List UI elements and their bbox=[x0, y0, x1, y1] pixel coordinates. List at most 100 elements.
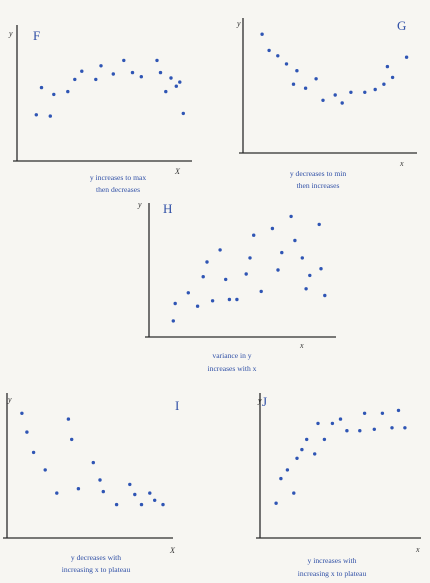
x-axis-label: x bbox=[299, 341, 304, 350]
data-point bbox=[276, 268, 280, 272]
data-point bbox=[73, 77, 77, 82]
data-point bbox=[372, 427, 376, 431]
data-point bbox=[48, 114, 52, 118]
data-point bbox=[101, 489, 106, 494]
caption-line: then increases bbox=[297, 181, 340, 190]
data-point bbox=[276, 54, 280, 58]
data-point bbox=[317, 222, 321, 227]
data-point bbox=[178, 80, 182, 84]
data-point bbox=[267, 48, 271, 53]
data-point bbox=[270, 226, 275, 231]
data-point bbox=[224, 277, 228, 282]
data-point bbox=[321, 98, 325, 103]
data-point bbox=[333, 93, 337, 97]
data-point bbox=[280, 250, 284, 255]
data-point bbox=[31, 450, 36, 455]
data-point bbox=[260, 32, 264, 36]
data-point bbox=[174, 84, 178, 88]
caption-line: y decreases with bbox=[71, 553, 121, 562]
data-point bbox=[227, 297, 232, 302]
panel-label: F bbox=[33, 28, 40, 43]
data-point bbox=[122, 58, 126, 63]
data-point bbox=[289, 214, 293, 219]
x-axis-label: X bbox=[174, 167, 181, 176]
data-point bbox=[340, 101, 344, 105]
data-point bbox=[382, 82, 386, 86]
data-point bbox=[279, 476, 283, 481]
data-point bbox=[390, 426, 394, 430]
data-point bbox=[218, 248, 222, 252]
data-point bbox=[55, 491, 59, 495]
data-point bbox=[201, 275, 205, 279]
x-axis-label: x bbox=[399, 159, 404, 168]
data-point bbox=[98, 478, 102, 482]
panel-label: G bbox=[397, 18, 406, 33]
data-point bbox=[158, 70, 163, 75]
x-axis-label: x bbox=[415, 545, 420, 554]
data-point bbox=[205, 260, 209, 264]
data-point bbox=[396, 408, 401, 413]
data-point bbox=[248, 256, 252, 260]
data-point bbox=[316, 421, 320, 426]
data-point bbox=[295, 69, 299, 73]
y-axis-label: y bbox=[236, 19, 241, 28]
data-point bbox=[39, 85, 44, 90]
data-point bbox=[210, 299, 215, 303]
data-point bbox=[390, 75, 395, 80]
data-point bbox=[235, 297, 239, 302]
data-point bbox=[308, 273, 312, 278]
panel-g: Gy x y decreases to min then increases bbox=[236, 18, 417, 190]
data-point bbox=[385, 64, 390, 69]
data-point bbox=[94, 77, 98, 82]
y-axis-label: y bbox=[137, 200, 142, 209]
x-axis-label: X bbox=[169, 546, 176, 555]
data-point bbox=[403, 426, 407, 430]
data-point bbox=[292, 491, 296, 495]
data-point bbox=[291, 82, 296, 86]
data-point bbox=[349, 90, 353, 95]
data-point bbox=[313, 452, 317, 456]
data-point bbox=[43, 468, 47, 472]
data-point bbox=[128, 482, 132, 487]
y-axis-label: y bbox=[257, 396, 262, 405]
data-point bbox=[362, 411, 367, 415]
data-point bbox=[303, 86, 308, 90]
data-point bbox=[322, 437, 327, 442]
data-point bbox=[80, 69, 84, 73]
data-point bbox=[153, 498, 157, 502]
data-point bbox=[161, 502, 165, 507]
data-point bbox=[66, 89, 70, 94]
data-point bbox=[139, 75, 143, 79]
data-point bbox=[139, 502, 144, 507]
panel-j: Jy x y increases with increasing x to plate… bbox=[256, 393, 421, 578]
data-point bbox=[252, 233, 256, 237]
panel-label: I bbox=[175, 398, 179, 413]
data-point bbox=[181, 111, 185, 116]
data-point bbox=[380, 411, 385, 415]
data-point bbox=[404, 55, 409, 59]
caption-line: variance in y bbox=[212, 351, 251, 360]
panel-h: Hy x variance in y increases with x bbox=[137, 200, 336, 373]
data-point bbox=[358, 429, 362, 433]
data-point bbox=[164, 89, 168, 94]
caption-line: y increases with bbox=[308, 556, 357, 565]
caption-line: increases with x bbox=[208, 364, 257, 373]
caption-line: increasing x to plateau bbox=[298, 569, 367, 578]
data-point bbox=[20, 411, 24, 415]
data-point bbox=[148, 491, 152, 495]
data-point bbox=[111, 72, 116, 76]
data-point bbox=[305, 437, 309, 442]
data-point bbox=[363, 90, 367, 95]
y-axis-label: y bbox=[7, 395, 12, 404]
panel-i: Iy Xy decreases with increasing x to plate… bbox=[3, 393, 179, 574]
data-point bbox=[25, 430, 29, 434]
caption-line: increasing x to plateau bbox=[62, 565, 131, 574]
data-point bbox=[52, 92, 56, 97]
data-point bbox=[130, 70, 135, 75]
data-point bbox=[171, 319, 175, 323]
data-point bbox=[274, 501, 278, 505]
caption-line: then decreases bbox=[96, 185, 140, 194]
data-point bbox=[133, 492, 137, 497]
data-point bbox=[293, 238, 297, 243]
